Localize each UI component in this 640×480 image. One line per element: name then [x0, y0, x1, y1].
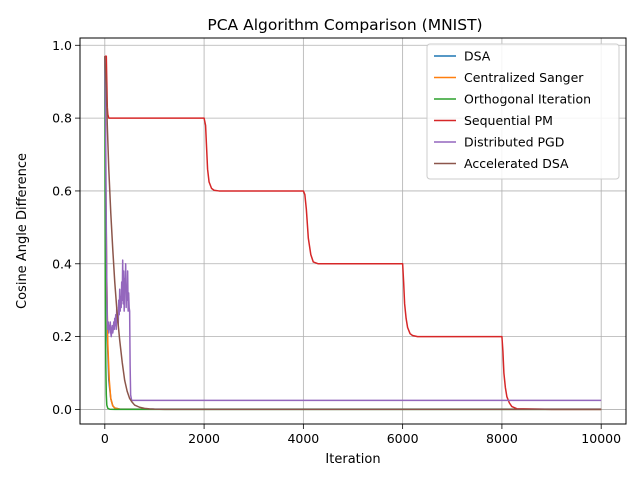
y-tick-label: 0.0 [52, 402, 72, 417]
y-tick-label: 0.8 [52, 111, 72, 126]
legend-label-sequential-pm: Sequential PM [464, 113, 553, 128]
plot-frame [79, 37, 627, 425]
ticks: 0 2000 4000 6000 8000 10000 0.0 0.2 0.4 0.6 0.8 1.0 [52, 38, 621, 446]
x-tick-label: 6000 [387, 431, 419, 446]
series-layer [104, 55, 602, 411]
legend-label-dsa: DSA [464, 49, 491, 64]
series-line-distributed-pgd [104, 56, 602, 402]
y-tick-label: 0.4 [52, 256, 72, 271]
x-tick-label: 4000 [287, 431, 319, 446]
x-axis-label: Iteration [325, 452, 380, 467]
legend: DSA Centralized Sanger Orthogonal Iteratio… [426, 43, 620, 180]
legend-label-orthogonal-iteration: Orthogonal Iteration [464, 92, 591, 107]
legend-box [426, 43, 620, 180]
y-tick-label: 1.0 [52, 38, 72, 53]
legend-label-accelerated-dsa: Accelerated DSA [464, 156, 569, 171]
legend-label-distributed-pgd: Distributed PGD [464, 135, 564, 150]
x-tick-label: 10000 [581, 431, 621, 446]
legend-label-centralized-sanger: Centralized Sanger [464, 70, 584, 85]
x-tick-label: 8000 [486, 431, 518, 446]
y-axis-label: Cosine Angle Difference [15, 153, 30, 309]
series-line-sequential-pm [104, 55, 602, 411]
y-tick-label: 0.6 [52, 183, 72, 198]
x-tick-label: 0 [101, 431, 109, 446]
y-tick-label: 0.2 [52, 329, 72, 344]
chart-title: PCA Algorithm Comparison (MNIST) [207, 16, 482, 34]
x-tick-label: 2000 [188, 431, 220, 446]
series-line-accelerated-dsa [104, 56, 602, 411]
